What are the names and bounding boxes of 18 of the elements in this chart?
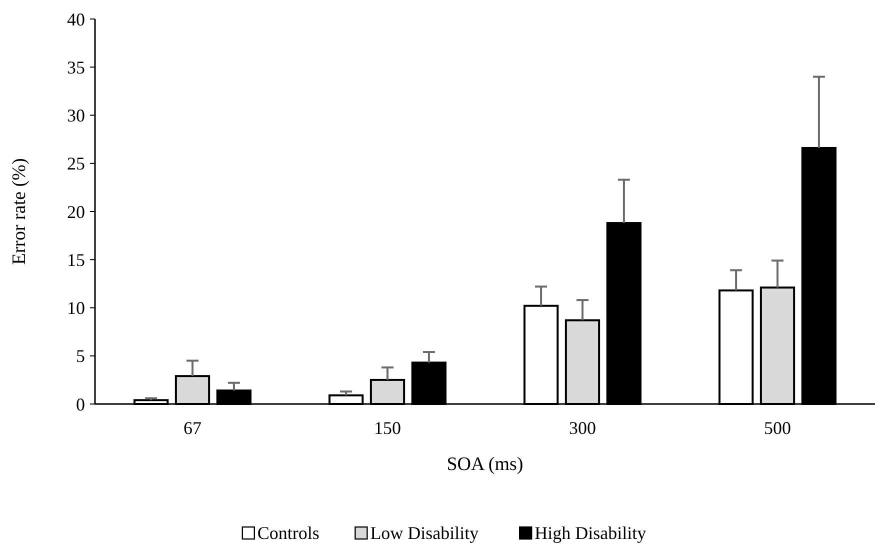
y-tick-label: 25: [67, 154, 85, 174]
y-tick-label: 20: [67, 202, 85, 222]
y-tick-label: 0: [76, 394, 85, 414]
y-tick-label: 40: [67, 9, 85, 30]
legend-label: Controls: [257, 523, 320, 543]
x-tick-label: 500: [764, 418, 791, 438]
x-tick-label: 150: [374, 418, 401, 438]
y-axis-title: Error rate (%): [9, 158, 30, 265]
x-tick-label: 300: [569, 418, 596, 438]
y-tick-label: 30: [67, 106, 85, 126]
x-tick-label: 67: [184, 418, 202, 438]
legend-label: High Disability: [534, 523, 646, 543]
y-tick-label: 35: [67, 57, 85, 78]
legend-label: Low Disability: [370, 523, 479, 543]
x-axis-title: SOA (ms): [446, 454, 524, 475]
y-tick-label: 5: [76, 346, 85, 366]
y-tick-label: 10: [67, 298, 85, 318]
y-tick-label: 15: [67, 250, 85, 270]
